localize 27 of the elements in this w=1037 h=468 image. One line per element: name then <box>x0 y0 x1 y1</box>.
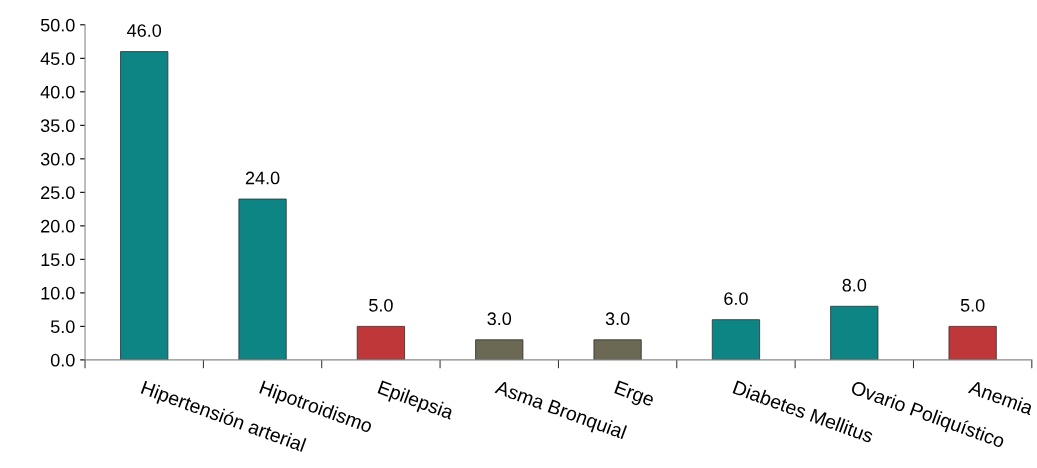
data-label: 3.0 <box>487 312 512 326</box>
data-label: 5.0 <box>369 298 393 312</box>
data-label: 3.0 <box>605 312 630 326</box>
data-label: 46.0 <box>127 24 162 37</box>
y-tick-label: 15.0 <box>41 253 75 267</box>
bar <box>711 319 761 360</box>
bar <box>475 339 524 360</box>
y-tick-label: 20.0 <box>41 219 75 233</box>
y-tick-label: 30.0 <box>40 152 75 166</box>
data-label: 24.0 <box>245 171 280 185</box>
data-label: 6.0 <box>724 292 748 305</box>
bar <box>238 198 287 360</box>
bar <box>830 305 879 360</box>
data-label: 5.0 <box>960 298 985 312</box>
y-tick-label: 45.0 <box>40 52 75 66</box>
y-tick-label: 5.0 <box>50 320 75 334</box>
y-tick-label: 40.0 <box>40 85 75 99</box>
bar <box>948 325 997 360</box>
y-tick-label: 10.0 <box>41 286 75 300</box>
y-tick-label: 0.0 <box>50 353 75 367</box>
y-tick-label: 35.0 <box>40 119 75 133</box>
bar <box>593 339 642 360</box>
data-label: 8.0 <box>842 278 867 292</box>
bar <box>120 51 169 360</box>
bar <box>356 325 405 360</box>
y-tick-label: 25.0 <box>41 186 75 200</box>
y-tick-label: 50.0 <box>40 18 75 32</box>
